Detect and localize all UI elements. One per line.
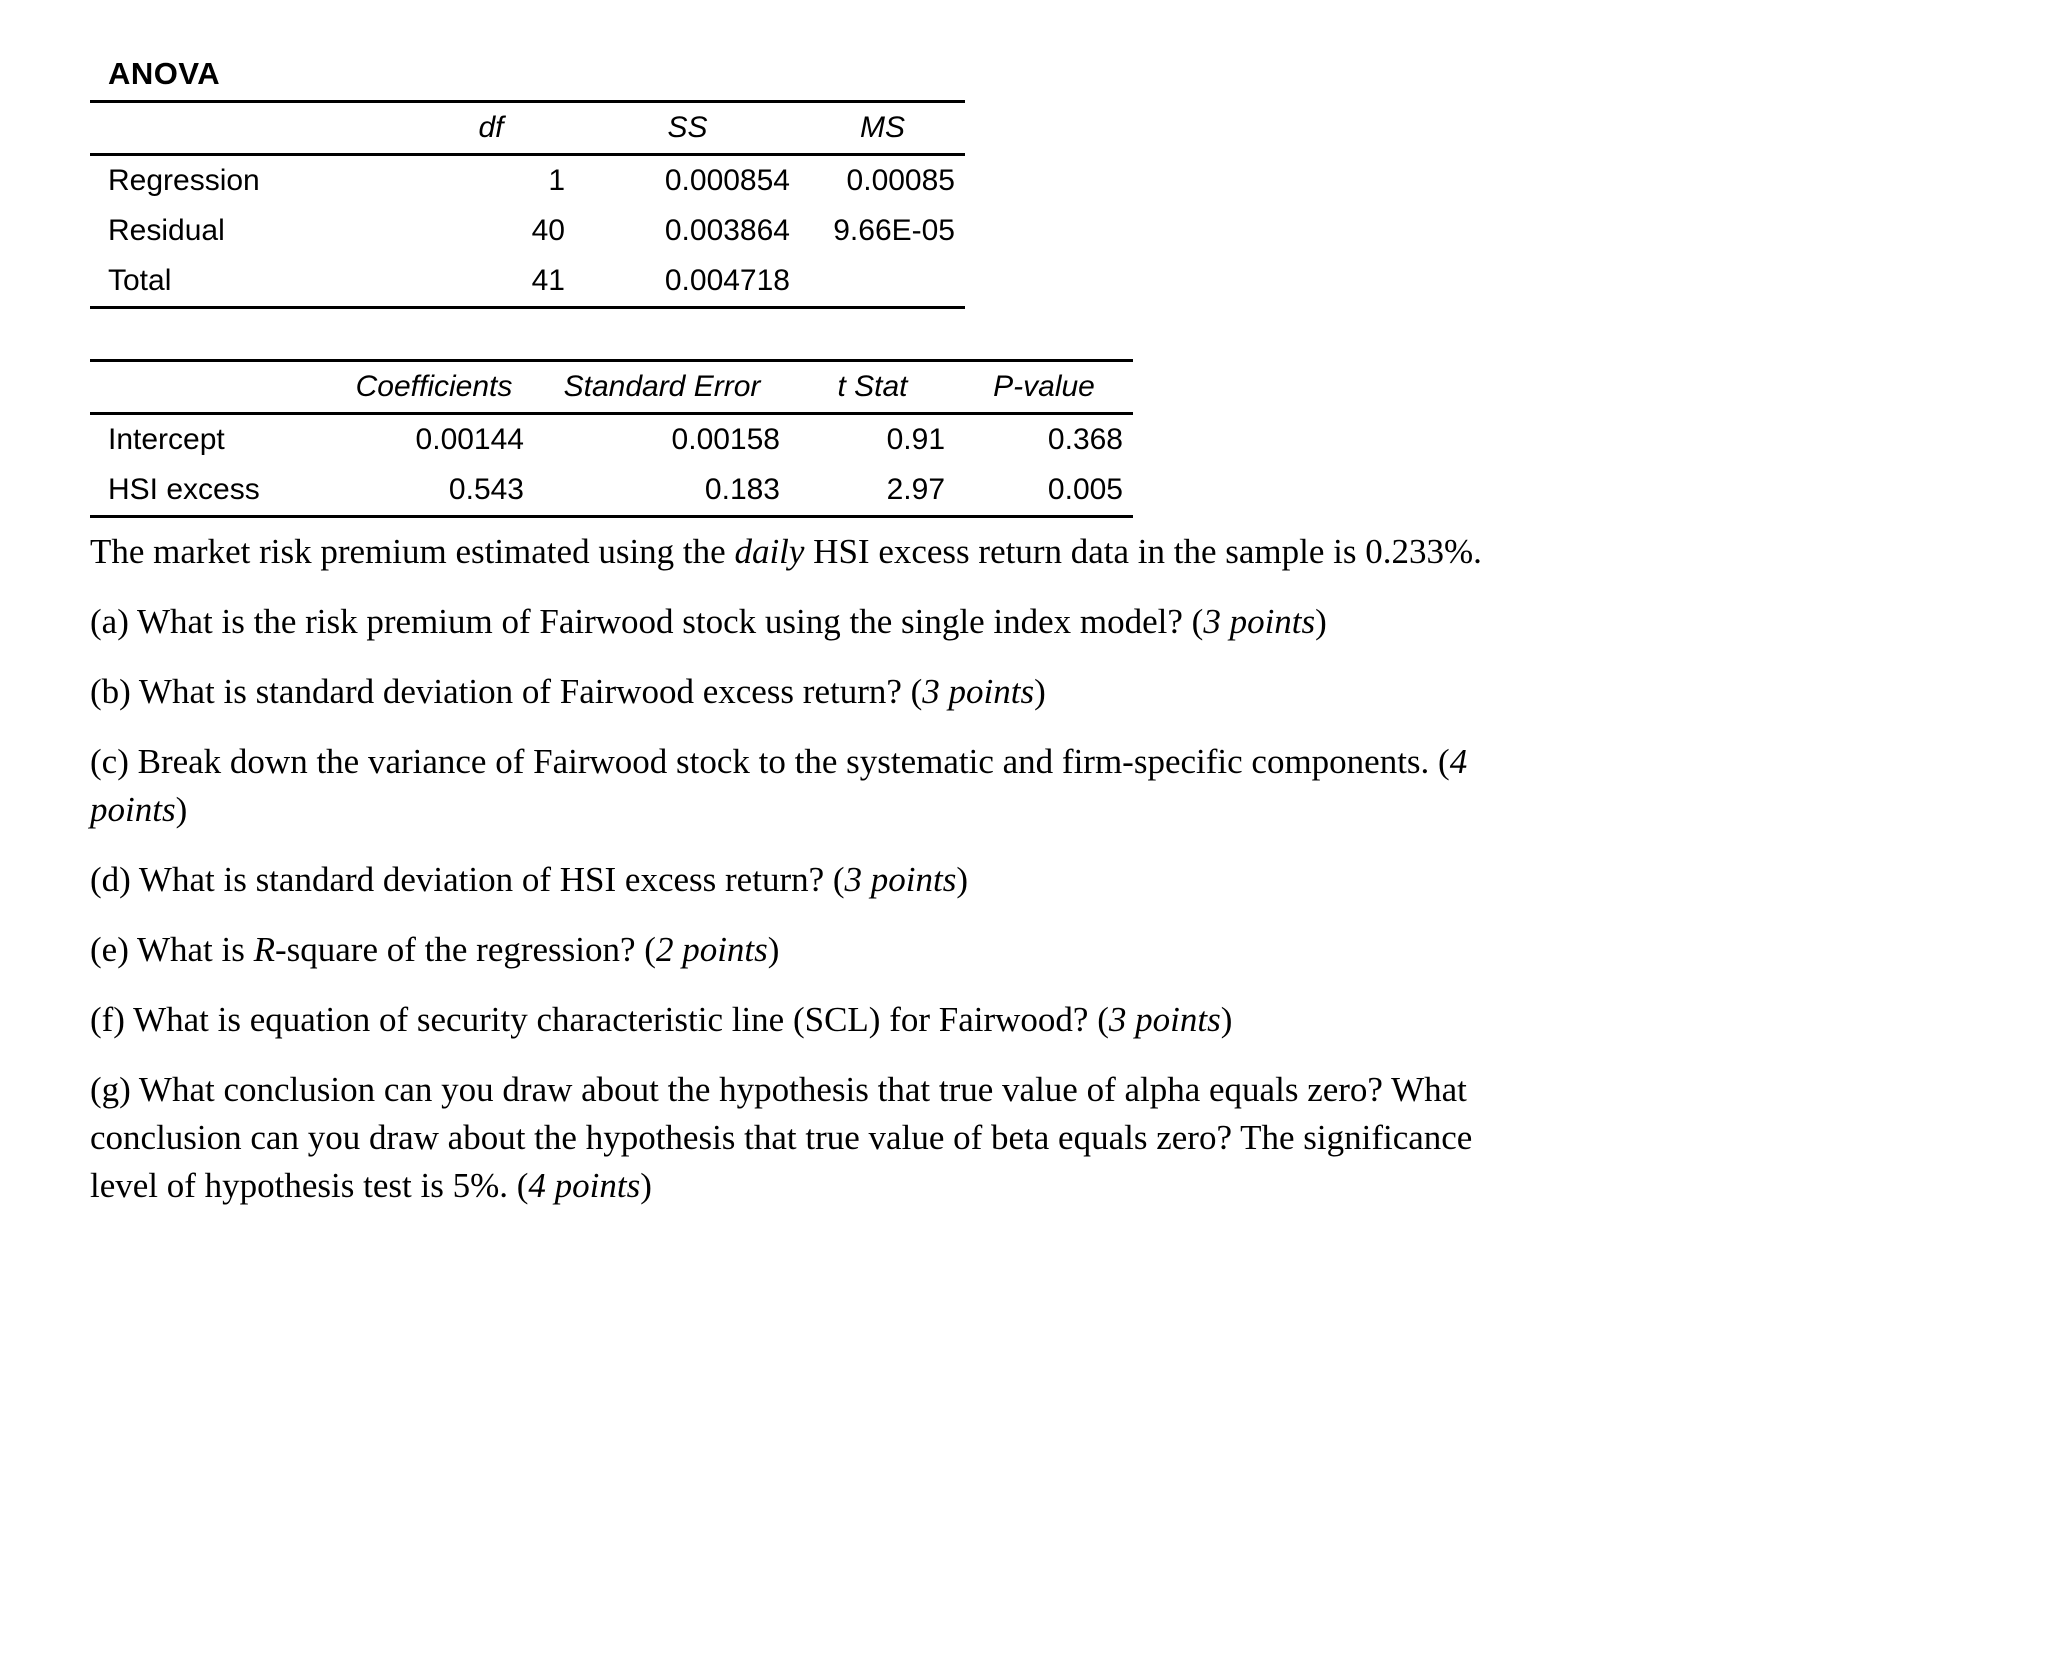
ss-value: 0.004718 — [575, 256, 800, 309]
anova-table: df SS MS Regression 1 0.000854 0.00085 R… — [90, 100, 965, 309]
p-value-header: P-value — [955, 359, 1133, 415]
question-text: (a) What is the risk premium of Fairwood… — [90, 602, 1204, 641]
coefficient-value: 0.543 — [334, 465, 534, 518]
table-row: Regression 1 0.000854 0.00085 — [90, 155, 965, 207]
intro-text: The market risk premium estimated using … — [90, 532, 735, 571]
question-text-close: ) — [767, 930, 780, 969]
table-row: HSI excess 0.543 0.183 2.97 0.005 — [90, 465, 1133, 518]
row-label: Total — [90, 256, 407, 309]
ms-value: 0.00085 — [846, 164, 955, 197]
question-text-close: ) — [1034, 672, 1046, 711]
question-text: (d) What is standard deviation of HSI ex… — [90, 860, 845, 899]
t-stat-value: 0.91 — [886, 423, 945, 456]
table-row: Residual 40 0.003864 9.66E-05 — [90, 206, 965, 256]
intro-paragraph: The market risk premium estimated using … — [90, 528, 1490, 576]
anova-title: ANOVA — [108, 56, 221, 91]
question-a: (a) What is the risk premium of Fairwood… — [90, 598, 1490, 646]
ss-value: 0.000854 — [664, 164, 790, 197]
table-row: Total 41 0.004718 — [90, 256, 965, 309]
question-text: (g) What conclusion can you draw about t… — [90, 1070, 1473, 1205]
row-label: HSI excess — [90, 465, 334, 518]
question-text: (b) What is standard deviation of Fairwo… — [90, 672, 923, 711]
row-label: Intercept — [108, 423, 225, 456]
question-text-close: ) — [175, 790, 188, 829]
question-text-close: ) — [640, 1166, 652, 1205]
question-text: (f) What is equation of security charact… — [90, 1000, 1109, 1039]
df-value: 1 — [548, 164, 565, 197]
points-label: 3 points — [1203, 602, 1316, 641]
standard-error-header: Standard Error — [534, 359, 790, 415]
df-value: 40 — [531, 214, 565, 247]
intro-text-cont: HSI excess return data in the sample is … — [804, 532, 1482, 571]
question-b: (b) What is standard deviation of Fairwo… — [90, 668, 1490, 716]
standard-error-value: 0.00158 — [671, 423, 780, 456]
question-text-close: ) — [956, 860, 969, 899]
coefficients-header: Coefficients — [334, 359, 534, 415]
ss-value: 0.003864 — [664, 214, 790, 247]
table-row: Intercept 0.00144 0.00158 0.91 0.368 — [90, 414, 1133, 466]
question-text: (c) Break down the variance of Fairwood … — [90, 742, 1450, 781]
r-symbol: R — [253, 930, 275, 969]
question-g: (g) What conclusion can you draw about t… — [90, 1066, 1490, 1210]
t-stat-header: t Stat — [790, 359, 955, 415]
row-label: Residual — [108, 214, 225, 247]
points-label: 3 points — [1108, 1000, 1221, 1039]
question-text-mid: -square of the regression? ( — [275, 930, 656, 969]
question-f: (f) What is equation of security charact… — [90, 996, 1490, 1044]
coefficient-value: 0.00144 — [415, 423, 524, 456]
points-label: 3 points — [922, 672, 1035, 711]
question-text-close: ) — [1315, 602, 1327, 641]
df-value: 41 — [407, 256, 575, 309]
standard-error-value: 0.183 — [534, 465, 790, 518]
p-value-value: 0.368 — [1047, 423, 1123, 456]
ms-value: 9.66E-05 — [833, 214, 955, 247]
coefficients-section: Coefficients Standard Error t Stat P-val… — [90, 359, 2046, 518]
question-c: (c) Break down the variance of Fairwood … — [90, 738, 1490, 834]
points-label: 3 points — [844, 860, 957, 899]
coefficients-table: Coefficients Standard Error t Stat P-val… — [90, 359, 1133, 518]
anova-header-row: df SS MS — [90, 100, 965, 156]
row-label: Regression — [108, 164, 260, 197]
ms-value — [800, 256, 965, 309]
anova-header-empty — [90, 100, 407, 156]
anova-header-ms: MS — [800, 100, 965, 156]
t-stat-value: 2.97 — [790, 465, 955, 518]
points-label: 2 points — [655, 930, 768, 969]
anova-header-ss: SS — [575, 100, 800, 156]
p-value-value: 0.005 — [955, 465, 1133, 518]
question-text: (e) What is — [90, 930, 254, 969]
points-label: 4 points — [90, 742, 1468, 829]
document-page: ANOVA df SS MS Regression 1 0.000854 0.0… — [90, 56, 2046, 1210]
anova-section: ANOVA df SS MS Regression 1 0.000854 0.0… — [90, 56, 2046, 309]
questions-content: The market risk premium estimated using … — [90, 528, 1490, 1210]
intro-italic-daily: daily — [734, 532, 805, 571]
coefficients-header-empty — [90, 359, 334, 415]
question-e: (e) What is R-square of the regression? … — [90, 926, 1490, 974]
question-text-close: ) — [1220, 1000, 1233, 1039]
question-d: (d) What is standard deviation of HSI ex… — [90, 856, 1490, 904]
coefficients-header-row: Coefficients Standard Error t Stat P-val… — [90, 359, 1133, 415]
points-label: 4 points — [528, 1166, 641, 1205]
anova-header-df: df — [407, 100, 575, 156]
